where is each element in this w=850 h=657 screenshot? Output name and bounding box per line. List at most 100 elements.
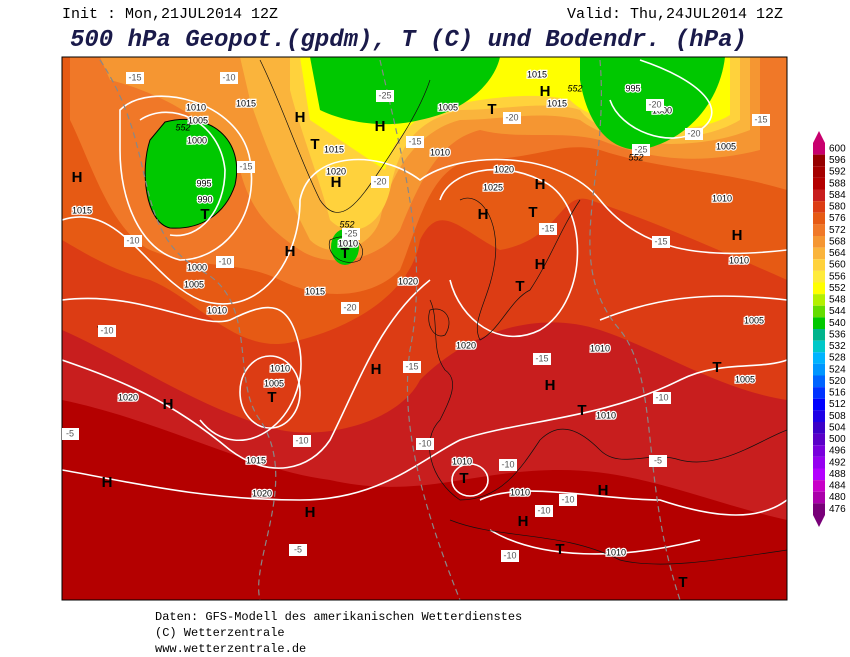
temperature-box — [342, 228, 360, 240]
temperature-label: -15 — [654, 236, 667, 246]
pressure-center: H — [535, 256, 546, 273]
legend-label: 588 — [829, 178, 846, 189]
temperature-box — [503, 112, 521, 124]
temperature-label: -20 — [343, 302, 356, 312]
temperature-label: -10 — [218, 256, 231, 266]
temperature-box — [220, 72, 238, 84]
temperature-label: -5 — [294, 544, 302, 554]
legend-swatch — [813, 189, 825, 202]
height-label: 552 — [567, 83, 582, 93]
temperature-box — [685, 128, 703, 140]
isobar-label: 1025 — [483, 182, 503, 192]
coastlines — [259, 59, 787, 565]
temperature-label: -10 — [418, 438, 431, 448]
temperature-label: -20 — [505, 112, 518, 122]
legend-label: 556 — [829, 271, 846, 282]
temperature-box — [406, 136, 424, 148]
pressure-center: H — [732, 227, 743, 244]
isobar-label: 1010 — [207, 305, 227, 315]
pressure-center: T — [340, 245, 349, 262]
temperature-label: -15 — [128, 72, 141, 82]
isobar-label: 1020 — [326, 166, 346, 176]
legend-swatch — [813, 398, 825, 411]
legend-swatch — [813, 480, 825, 492]
temperature-box — [293, 435, 311, 447]
temperature-label: -15 — [541, 223, 554, 233]
legend-swatch — [813, 387, 825, 399]
temperature-box — [752, 114, 770, 126]
legend-label: 524 — [829, 364, 846, 375]
legend-label: 500 — [829, 434, 846, 445]
legend-label: 580 — [829, 202, 846, 213]
legend-swatch — [813, 352, 825, 364]
legend-swatch — [813, 456, 825, 469]
isobar-label: 1010 — [186, 102, 206, 112]
legend-label: 600 — [829, 143, 846, 154]
temperature-box — [289, 544, 307, 556]
temperature-box — [533, 353, 551, 365]
isotherms — [99, 59, 681, 600]
temperature-label: -20 — [648, 99, 661, 109]
temperature-label: -10 — [126, 235, 139, 245]
valid-time: Valid: Thu,24JUL2014 12Z — [567, 6, 783, 23]
legend-label: 576 — [829, 213, 846, 224]
pressure-center: H — [545, 377, 556, 394]
pressure-center: T — [577, 402, 586, 419]
isobar-label: 1015 — [527, 69, 547, 79]
map — [62, 57, 787, 600]
temperature-label: -20 — [373, 176, 386, 186]
isobar-label: 1020 — [118, 392, 138, 402]
temperature-box — [98, 325, 116, 337]
pressure-center: H — [540, 83, 551, 100]
temperature-box — [216, 256, 234, 268]
isobar-label: 1005 — [184, 279, 204, 289]
isobar-label: 1015 — [547, 98, 567, 108]
footer-text: www.wetterzentrale.de — [155, 642, 306, 656]
pressure-center: T — [555, 541, 564, 558]
legend-label: 560 — [829, 260, 846, 271]
legend-label: 540 — [829, 318, 846, 329]
temperature-label: -10 — [537, 505, 550, 515]
temperature-box — [371, 176, 389, 188]
legend-label: 480 — [829, 492, 846, 503]
isobars — [62, 59, 787, 555]
temperature-label: -25 — [344, 228, 357, 238]
temperature-box — [653, 392, 671, 404]
legend-swatch — [813, 201, 825, 213]
isobar-label: 1005 — [744, 315, 764, 325]
isobar-label: 1015 — [305, 286, 325, 296]
isobar-label: 1010 — [606, 547, 626, 557]
isobar-label: 1010 — [590, 343, 610, 353]
legend-swatch — [813, 259, 825, 271]
legend-swatch — [813, 166, 825, 178]
temperature-label: -25 — [634, 144, 647, 154]
isobar-label: 1005 — [264, 378, 284, 388]
isobar-label: 1015 — [246, 455, 266, 465]
temperature-box — [126, 72, 144, 84]
temperature-label: -15 — [535, 353, 548, 363]
isobar-label: 1010 — [712, 193, 732, 203]
low-region — [310, 57, 500, 125]
temperature-label: -15 — [405, 361, 418, 371]
legend-label: 520 — [829, 376, 846, 387]
legend-swatch — [813, 375, 825, 388]
legend-label: 548 — [829, 295, 846, 306]
isobar-label: 995 — [625, 83, 640, 93]
legend-swatch — [813, 491, 825, 504]
legend-label: 488 — [829, 469, 846, 480]
legend-swatch — [813, 177, 825, 190]
height-label: 552 — [175, 122, 190, 132]
temperature-label: -10 — [100, 325, 113, 335]
isobar-label: 1020 — [398, 276, 418, 286]
legend-swatch — [813, 340, 825, 353]
temperature-box — [501, 550, 519, 562]
temperature-label: -10 — [503, 550, 516, 560]
legend-swatch — [813, 468, 825, 481]
temperature-box — [649, 455, 667, 467]
legend-label: 476 — [829, 504, 846, 515]
legend-label: 568 — [829, 236, 846, 247]
pressure-center: H — [102, 474, 113, 491]
legend-swatch — [813, 329, 825, 341]
isobar-label: 1005 — [438, 102, 458, 112]
height-label: 552 — [628, 152, 643, 162]
